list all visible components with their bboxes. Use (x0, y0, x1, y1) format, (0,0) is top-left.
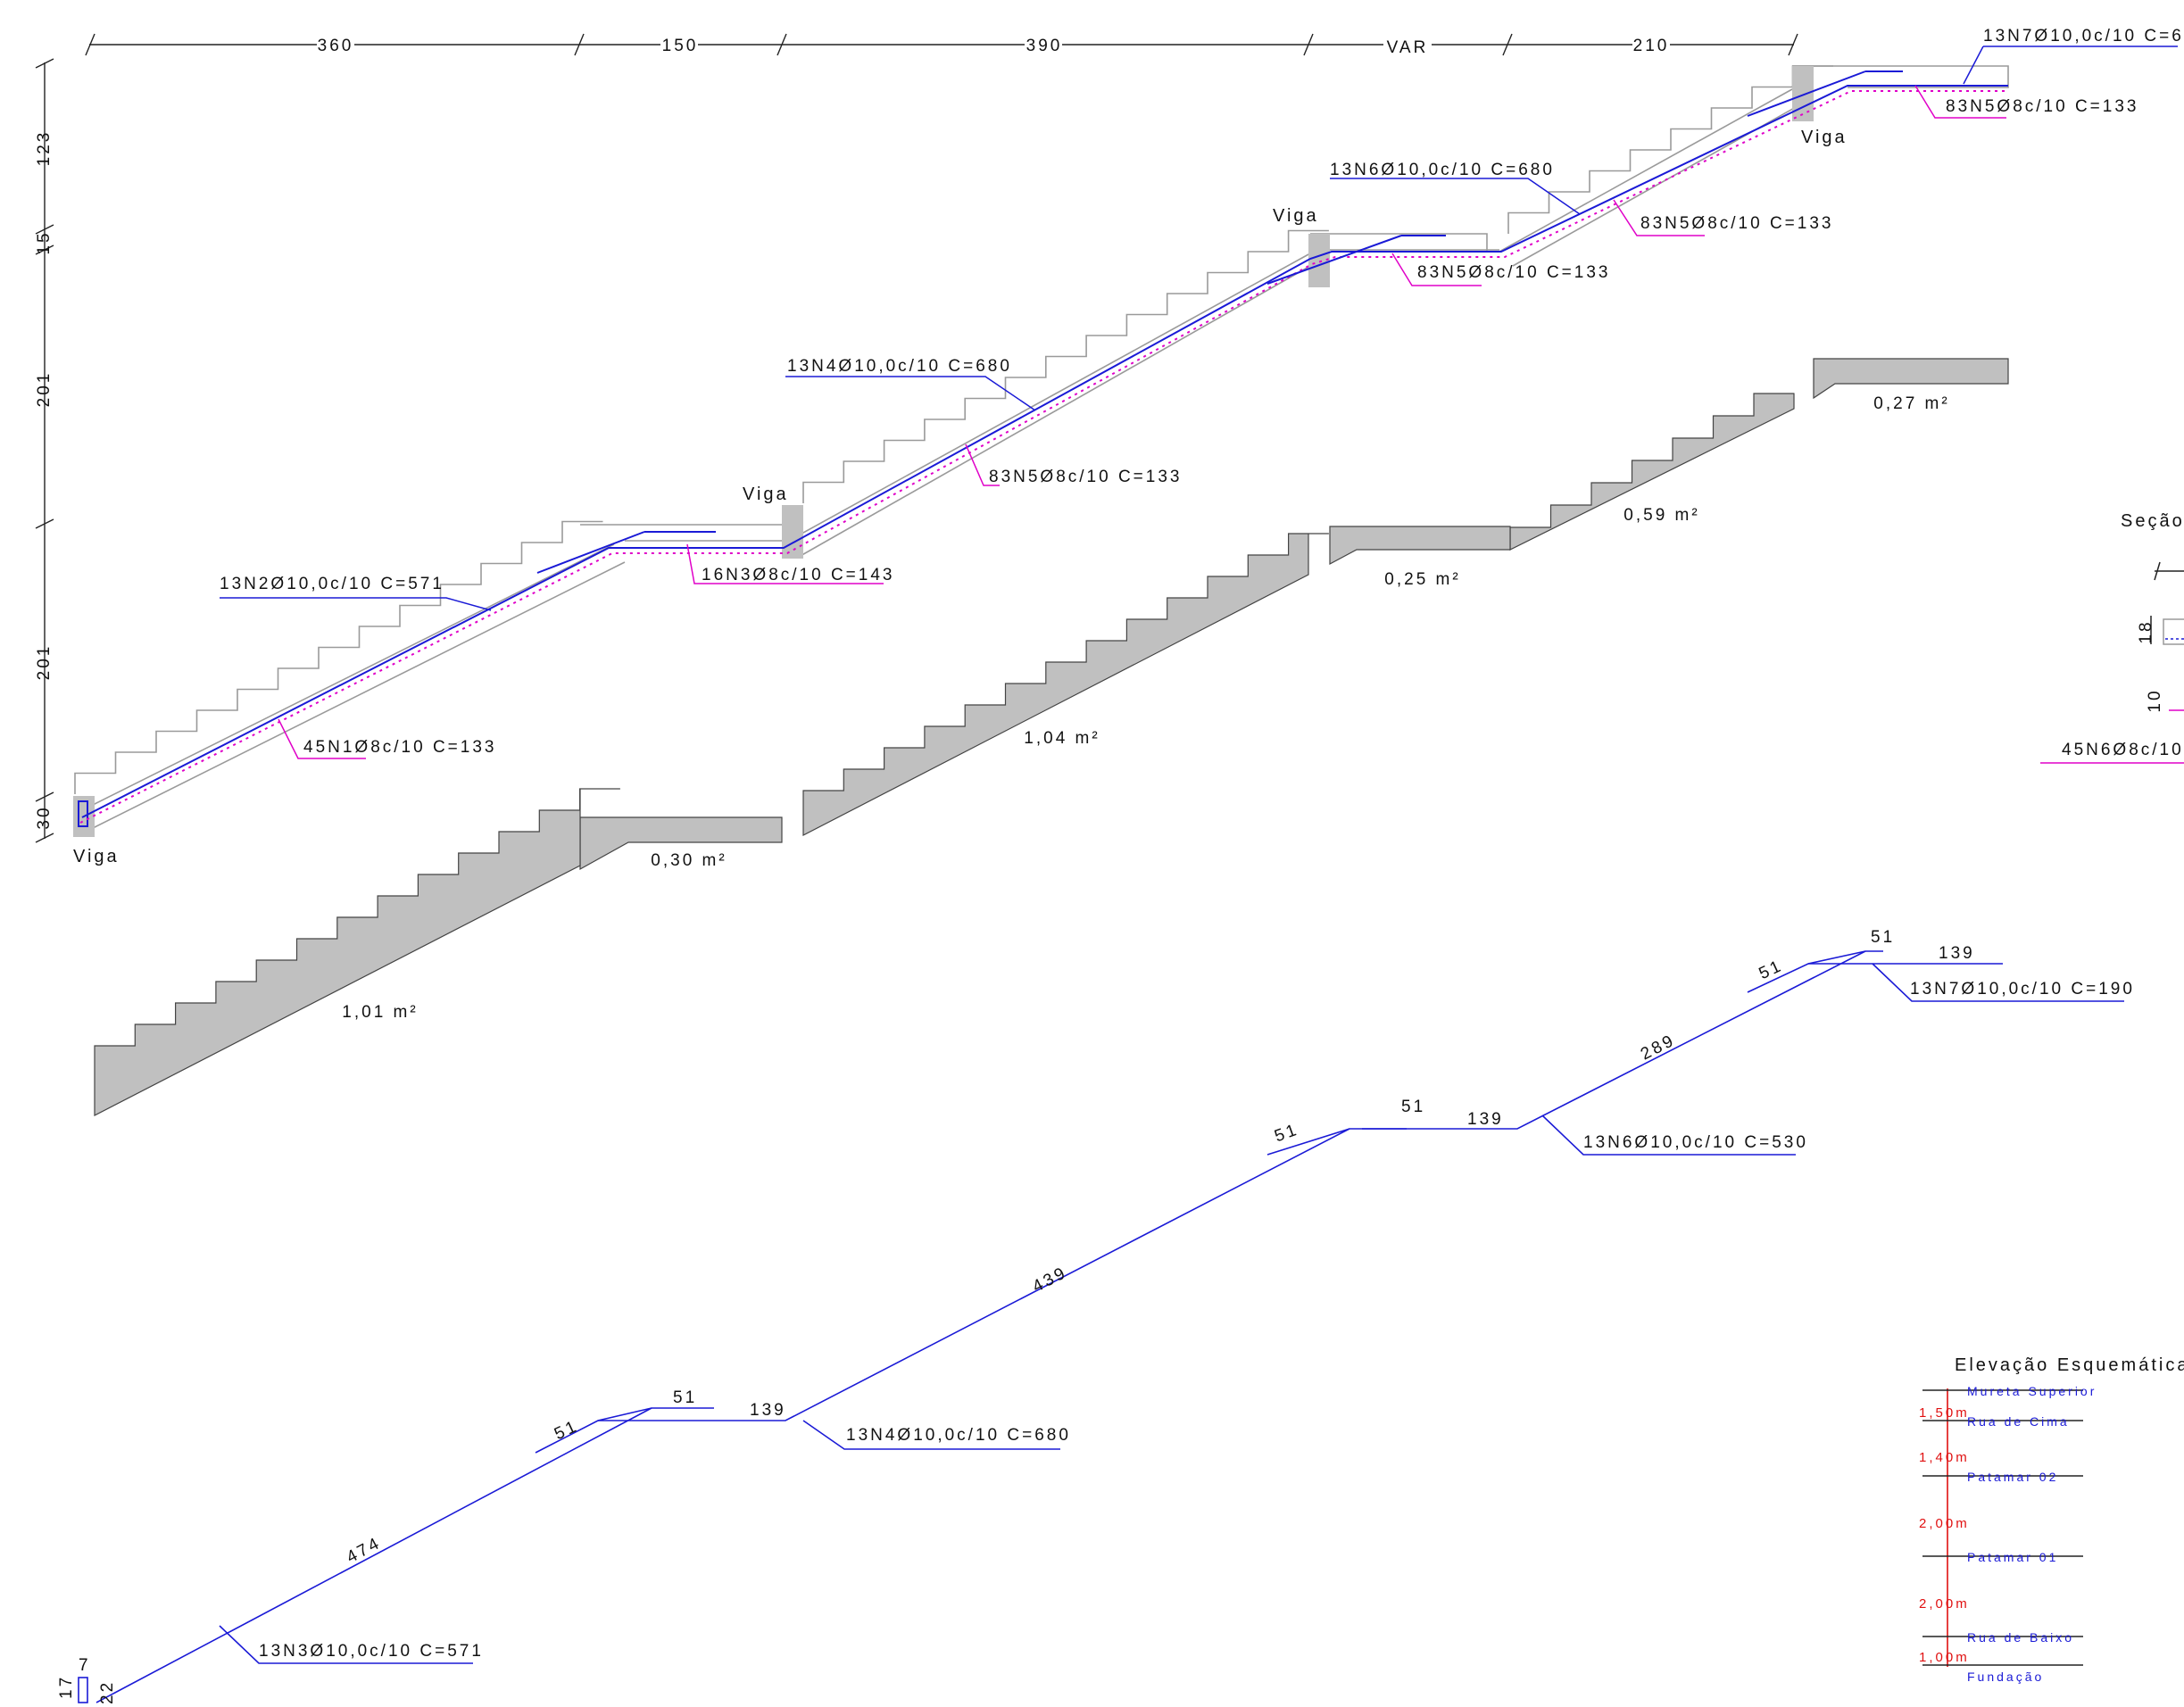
rebar-main (79, 70, 2008, 824)
beam-label-top: Viga (1801, 128, 1848, 147)
n6-callout: 13N6Ø10,0c/10 C=530 (1583, 1133, 1808, 1152)
level-rua-de-cima: Rua de Cima (1967, 1414, 2070, 1429)
n3-callout: 13N3Ø10,0c/10 C=571 (259, 1642, 484, 1661)
n4-callout: 13N4Ø10,0c/10 C=680 (846, 1426, 1071, 1445)
callout-83n5-top: 83N5Ø8c/10 C=133 (1946, 97, 2138, 116)
section-dim-18: 18 (2137, 619, 2155, 643)
concrete-areas (94, 358, 2009, 1116)
stair-outline (74, 65, 2009, 831)
dim-201-lower: 201 (35, 644, 54, 681)
area-label-059: 0,59 m² (1623, 506, 1699, 525)
level-rua-de-baixo: Rua de Baixo (1967, 1630, 2074, 1645)
beams (73, 66, 1814, 837)
level-patamar-02: Patamar 02 (1967, 1470, 2058, 1484)
area-label-101: 1,01 m² (342, 1003, 418, 1022)
section-sketch (2040, 561, 2184, 764)
dim-30: 30 (35, 805, 54, 829)
section-callout-45n6: 45N6Ø8c/10 (2062, 741, 2184, 759)
height-1-50: 1,50m (1919, 1405, 1970, 1421)
height-2-00a: 2,00m (1919, 1516, 1970, 1531)
callout-83n5-landing2: 83N5Ø8c/10 C=133 (1417, 263, 1610, 282)
callout-13n6: 13N6Ø10,0c/10 C=680 (1330, 161, 1555, 179)
dim-var: VAR (1387, 38, 1429, 57)
area-label-030: 0,30 m² (651, 851, 727, 870)
beam-label-landing1: Viga (743, 485, 789, 504)
n4-seg-51a: 51 (552, 1417, 581, 1445)
height-1-00: 1,00m (1919, 1650, 1970, 1665)
n6-seg-51a: 51 (1272, 1120, 1301, 1146)
dim-150: 150 (662, 37, 699, 55)
top-dimension-line (85, 33, 1798, 56)
n4-seg-139: 139 (750, 1401, 786, 1420)
callout-83n5-flight2: 83N5Ø8c/10 C=133 (989, 468, 1182, 486)
callout-13n2: 13N2Ø10,0c/10 C=571 (220, 575, 444, 593)
beam-label-landing2: Viga (1273, 206, 1319, 226)
height-1-40: 1,40m (1919, 1450, 1970, 1465)
dim-123: 123 (35, 130, 54, 167)
section-dim-10: 10 (2146, 688, 2164, 712)
n3-seg-22: 22 (98, 1680, 117, 1704)
area-label-025: 0,25 m² (1384, 570, 1460, 589)
callout-83n5-flight3: 83N5Ø8c/10 C=133 (1640, 214, 1833, 233)
n4-seg-439: 439 (1030, 1264, 1071, 1297)
n7-seg-51b: 51 (1871, 928, 1895, 947)
bar-shapes (78, 950, 2124, 1703)
dim-360: 360 (318, 37, 354, 55)
n3-seg-7: 7 (79, 1656, 91, 1675)
n6-seg-139: 139 (1467, 1110, 1504, 1129)
n7-seg-139: 139 (1939, 944, 1975, 963)
elevation-title: Elevação Esquemática (1955, 1355, 2184, 1375)
callout-leaders (220, 46, 2178, 759)
callout-13n4: 13N4Ø10,0c/10 C=680 (787, 357, 1012, 376)
n7-seg-51a: 51 (1756, 957, 1786, 984)
n6-seg-289: 289 (1638, 1031, 1679, 1064)
area-label-104: 1,04 m² (1024, 729, 1100, 748)
height-2-00b: 2,00m (1919, 1596, 1970, 1612)
dim-15: 15 (35, 230, 54, 254)
dim-390: 390 (1026, 37, 1063, 55)
left-dimension-line (35, 58, 54, 843)
dim-201-upper: 201 (35, 371, 54, 408)
n7-callout: 13N7Ø10,0c/10 C=190 (1910, 980, 2135, 999)
level-patamar-01: Patamar 01 (1967, 1550, 2058, 1564)
callout-45n1: 45N1Ø8c/10 C=133 (303, 738, 496, 757)
n3-seg-17: 17 (57, 1675, 76, 1699)
n3-seg-474: 474 (344, 1534, 385, 1568)
callout-13n7-top: 13N7Ø10,0c/10 C=680 (1983, 27, 2184, 46)
area-label-027: 0,27 m² (1873, 394, 1949, 413)
beam-label-left: Viga (73, 847, 120, 866)
elevation-lines (1922, 1388, 2083, 1667)
callout-16n3: 16N3Ø8c/10 C=143 (702, 566, 894, 584)
level-mureta-superior: Mureta Superior (1967, 1384, 2097, 1398)
n6-seg-51b: 51 (1401, 1098, 1425, 1116)
n4-seg-51b: 51 (673, 1388, 697, 1407)
section-label: Seção (2121, 511, 2184, 531)
level-fundacao: Fundação (1967, 1670, 2044, 1684)
dim-210: 210 (1633, 37, 1670, 55)
